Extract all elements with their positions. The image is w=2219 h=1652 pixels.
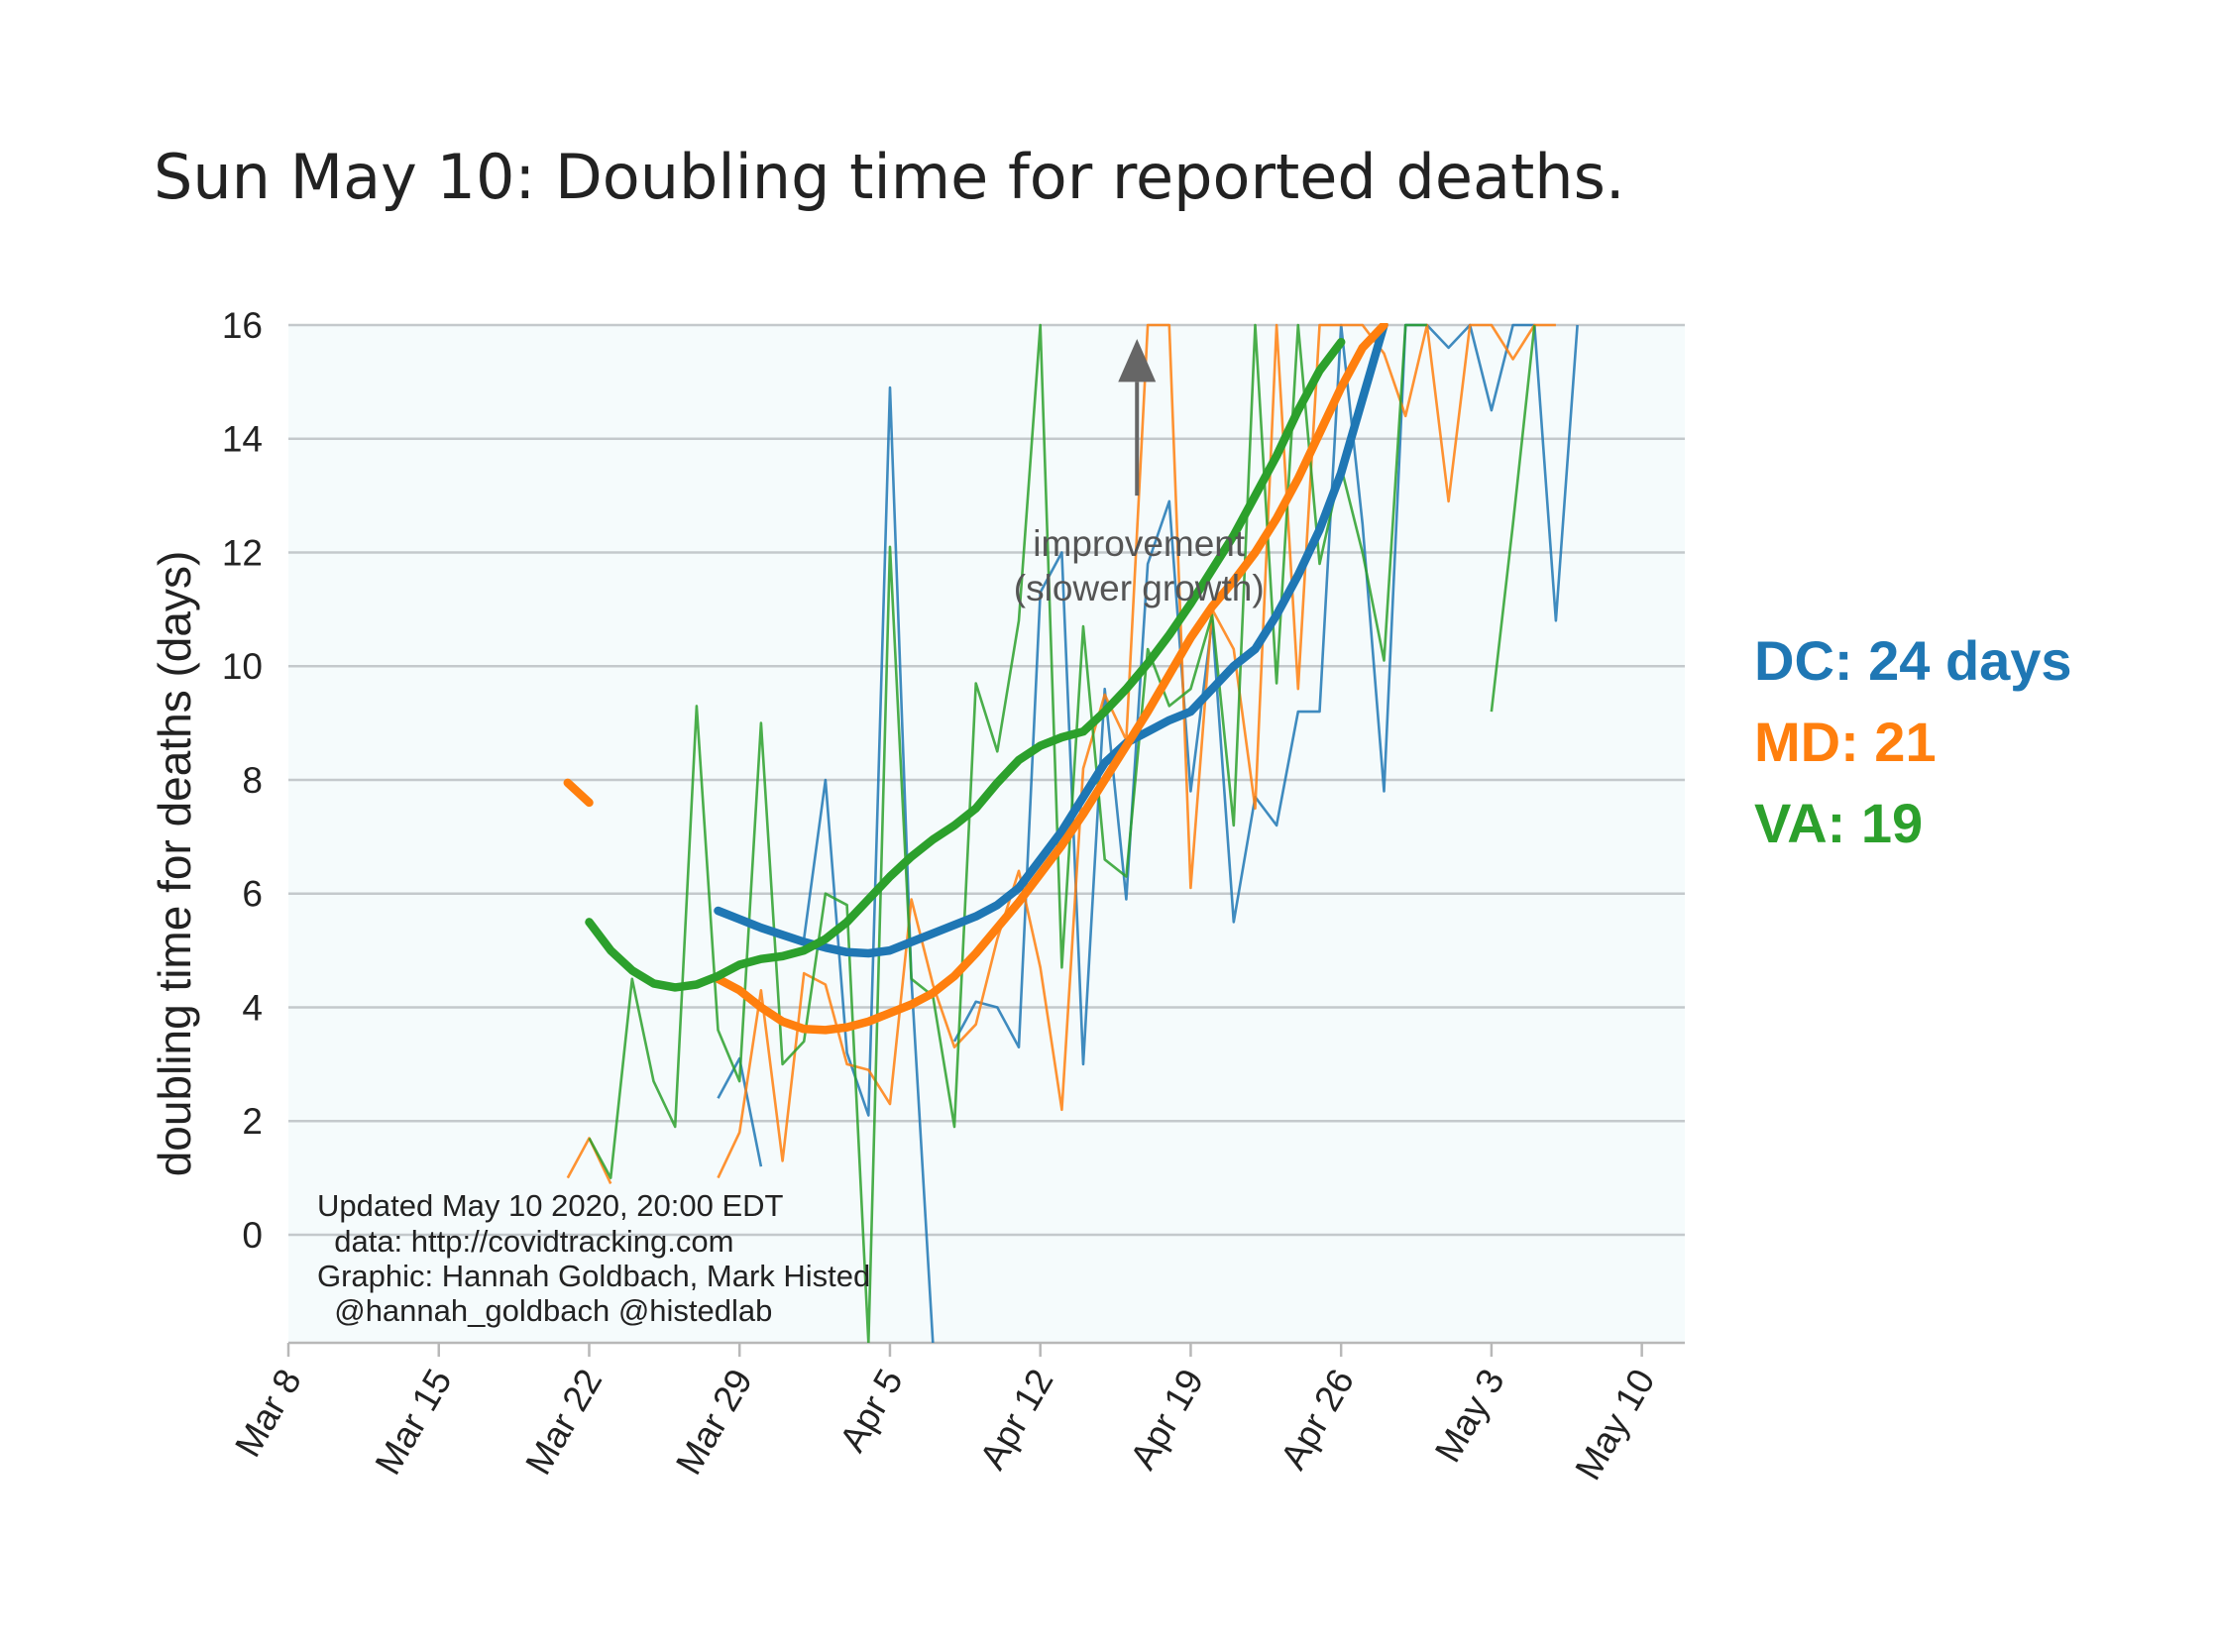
y-axis-label: doubling time for deaths (days) [149,551,200,1177]
arrow-up-icon [1118,339,1157,383]
annotation-line-2: (slower growth) [1014,568,1265,608]
legend-va: VA: 19 [1754,792,1923,854]
x-tick-label: May 10 [1567,1363,1662,1487]
plot-area [288,325,1685,1343]
y-tick-label: 6 [242,874,263,915]
y-tick-label: 14 [222,419,263,460]
x-tick-label: Apr 26 [1273,1363,1362,1477]
x-tick-label: Mar 29 [668,1363,760,1482]
smoothed-line-dc [714,323,1388,958]
y-tick-label: 8 [242,760,263,801]
grid [288,323,1685,1237]
y-tick-label: 0 [242,1215,263,1256]
smoothed-series [563,323,1388,1035]
x-axis: Mar 8 Mar 15 Mar 22 Mar 29 Apr 5 Apr 12 Apr 19… [227,1341,1685,1487]
credit-handles: @hannah_goldbach @histedlab [317,1293,772,1328]
x-tick-label: Mar 8 [227,1363,309,1464]
x-tick-label: Mar 22 [517,1363,610,1482]
y-tick-label: 12 [222,532,263,573]
y-tick-label: 2 [242,1101,263,1142]
x-tick-label: Apr 5 [832,1363,911,1459]
x-tick-label: Apr 19 [1122,1363,1211,1477]
x-tick-label: Apr 12 [972,1363,1061,1477]
credit-graphic: Graphic: Hannah Goldbach, Mark Histed [317,1259,870,1293]
smoothed-line-va [585,337,1346,992]
x-tick-label: Mar 15 [368,1363,460,1482]
y-tick-label: 16 [222,305,263,346]
legend-dc: DC: 24 days [1754,629,2072,692]
smoothed-line-md [563,323,1388,1035]
y-tick-label: 4 [242,987,263,1028]
y-tick-label: 10 [222,646,263,687]
legend: DC: 24 days MD: 21 VA: 19 [1754,629,2072,854]
credit-data-source: data: http://covidtracking.com [317,1224,733,1259]
annotation: improvement (slower growth) [1014,339,1265,608]
x-tick-label: May 3 [1427,1363,1512,1470]
legend-md: MD: 21 [1754,711,1937,773]
y-axis: 0 2 4 6 8 10 12 14 16 [222,305,263,1256]
credits: Updated May 10 2020, 20:00 EDT data: htt… [317,1188,870,1328]
chart-title: Sun May 10: Doubling time for reported d… [154,141,1625,213]
annotation-line-1: improvement [1033,523,1246,564]
credit-updated: Updated May 10 2020, 20:00 EDT [317,1188,784,1223]
